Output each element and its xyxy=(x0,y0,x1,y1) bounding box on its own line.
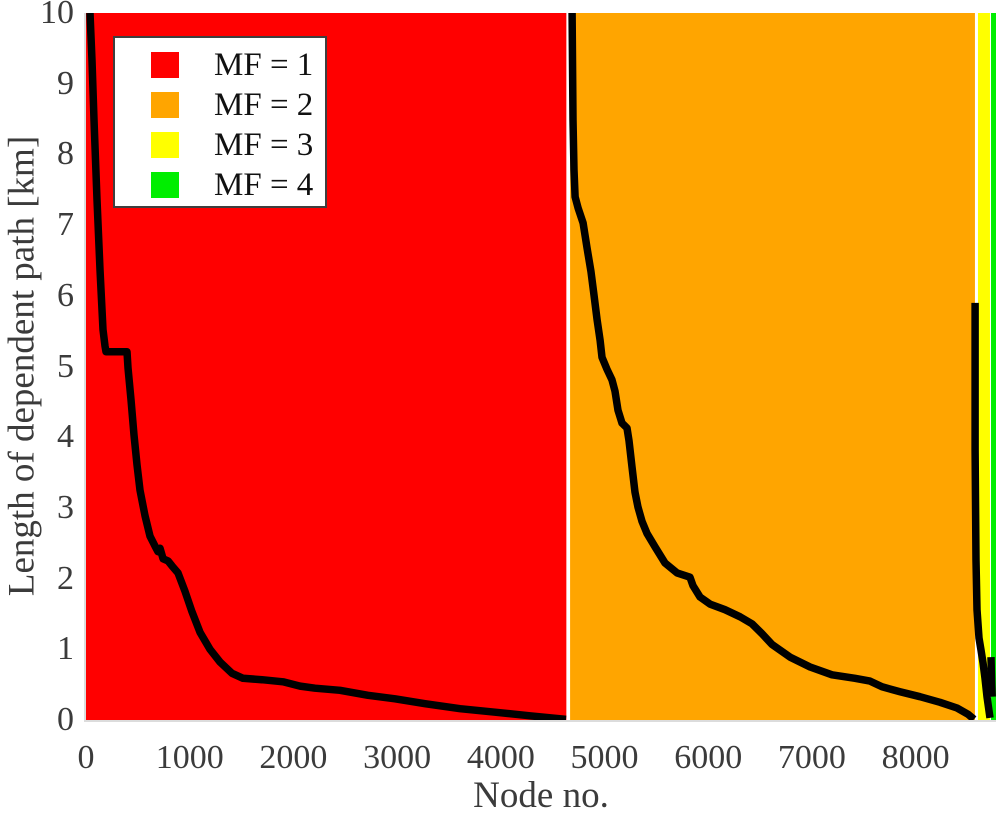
y-tick-label: 8 xyxy=(57,135,74,173)
curve-dependent-path-length-MF2 xyxy=(568,13,977,720)
x-axis-label: Node no. xyxy=(473,775,609,814)
x-tick-label: 2000 xyxy=(259,739,328,776)
y-tick-label: 2 xyxy=(57,559,74,597)
legend-label: MF = 2 xyxy=(214,86,314,123)
x-tick-label: 7000 xyxy=(777,739,846,776)
x-tick-label: 1000 xyxy=(155,739,224,776)
x-tick-label: 0 xyxy=(77,739,95,776)
chart-canvas xyxy=(86,13,996,720)
legend: MF = 1 MF = 2 MF = 3 MF = 4 xyxy=(113,36,327,208)
legend-item: MF = 1 xyxy=(115,45,325,85)
legend-label: MF = 1 xyxy=(214,46,314,83)
x-tick-label: 8000 xyxy=(881,739,950,776)
x-axis-line xyxy=(84,720,996,722)
x-tick-label: 5000 xyxy=(570,739,639,776)
curve-dependent-path-length-MF1 xyxy=(86,13,567,720)
legend-swatch-mf-2 xyxy=(151,92,179,118)
y-tick-label: 1 xyxy=(57,630,74,668)
legend-item: MF = 4 xyxy=(115,165,325,205)
legend-label: MF = 4 xyxy=(214,166,314,203)
y-tick-label: 0 xyxy=(57,701,74,738)
legend-swatch-mf-4 xyxy=(151,172,179,198)
y-tick-label: 10 xyxy=(40,0,74,31)
y-tick-label: 7 xyxy=(57,206,74,244)
region-mf-4 xyxy=(991,13,996,720)
y-axis-line xyxy=(84,13,86,722)
legend-item: MF = 3 xyxy=(115,125,325,165)
y-tick-label: 6 xyxy=(57,276,74,314)
legend-swatch-mf-3 xyxy=(151,132,179,158)
region-mf-2 xyxy=(570,13,975,720)
legend-swatch-mf-1 xyxy=(151,52,179,78)
x-tick-label: 4000 xyxy=(466,739,535,776)
x-tick-label: 6000 xyxy=(674,739,743,776)
region-mf-3 xyxy=(977,13,990,720)
legend-label: MF = 3 xyxy=(214,126,314,163)
y-tick-label: 4 xyxy=(57,418,74,456)
y-tick-label: 3 xyxy=(57,488,74,526)
curve-dependent-path-length-MF3 xyxy=(971,302,994,719)
legend-item: MF = 2 xyxy=(115,85,325,125)
curve-dependent-path-length-MF4 xyxy=(987,657,996,697)
x-tick-label: 3000 xyxy=(363,739,432,776)
plot-area xyxy=(86,13,996,720)
y-axis-label: Length of dependent path [km] xyxy=(1,135,43,597)
y-tick-label: 9 xyxy=(57,64,74,102)
y-tick-label: 5 xyxy=(57,347,74,385)
